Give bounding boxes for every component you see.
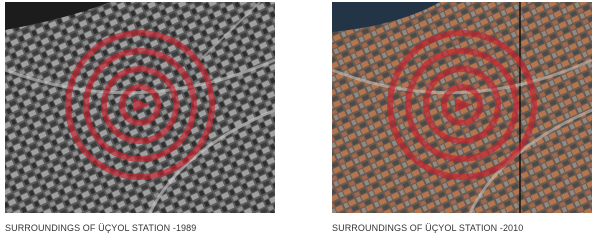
aerial-photo-2010: [332, 2, 592, 213]
aerial-photo-1989: [5, 2, 275, 213]
caption: SURROUNDINGS OF ÜÇYOL STATION -2010: [332, 223, 523, 233]
caption: SURROUNDINGS OF ÜÇYOL STATION -1989: [5, 223, 196, 233]
page: SURROUNDINGS OF ÜÇYOL STATION -1989 SURR…: [0, 0, 596, 240]
